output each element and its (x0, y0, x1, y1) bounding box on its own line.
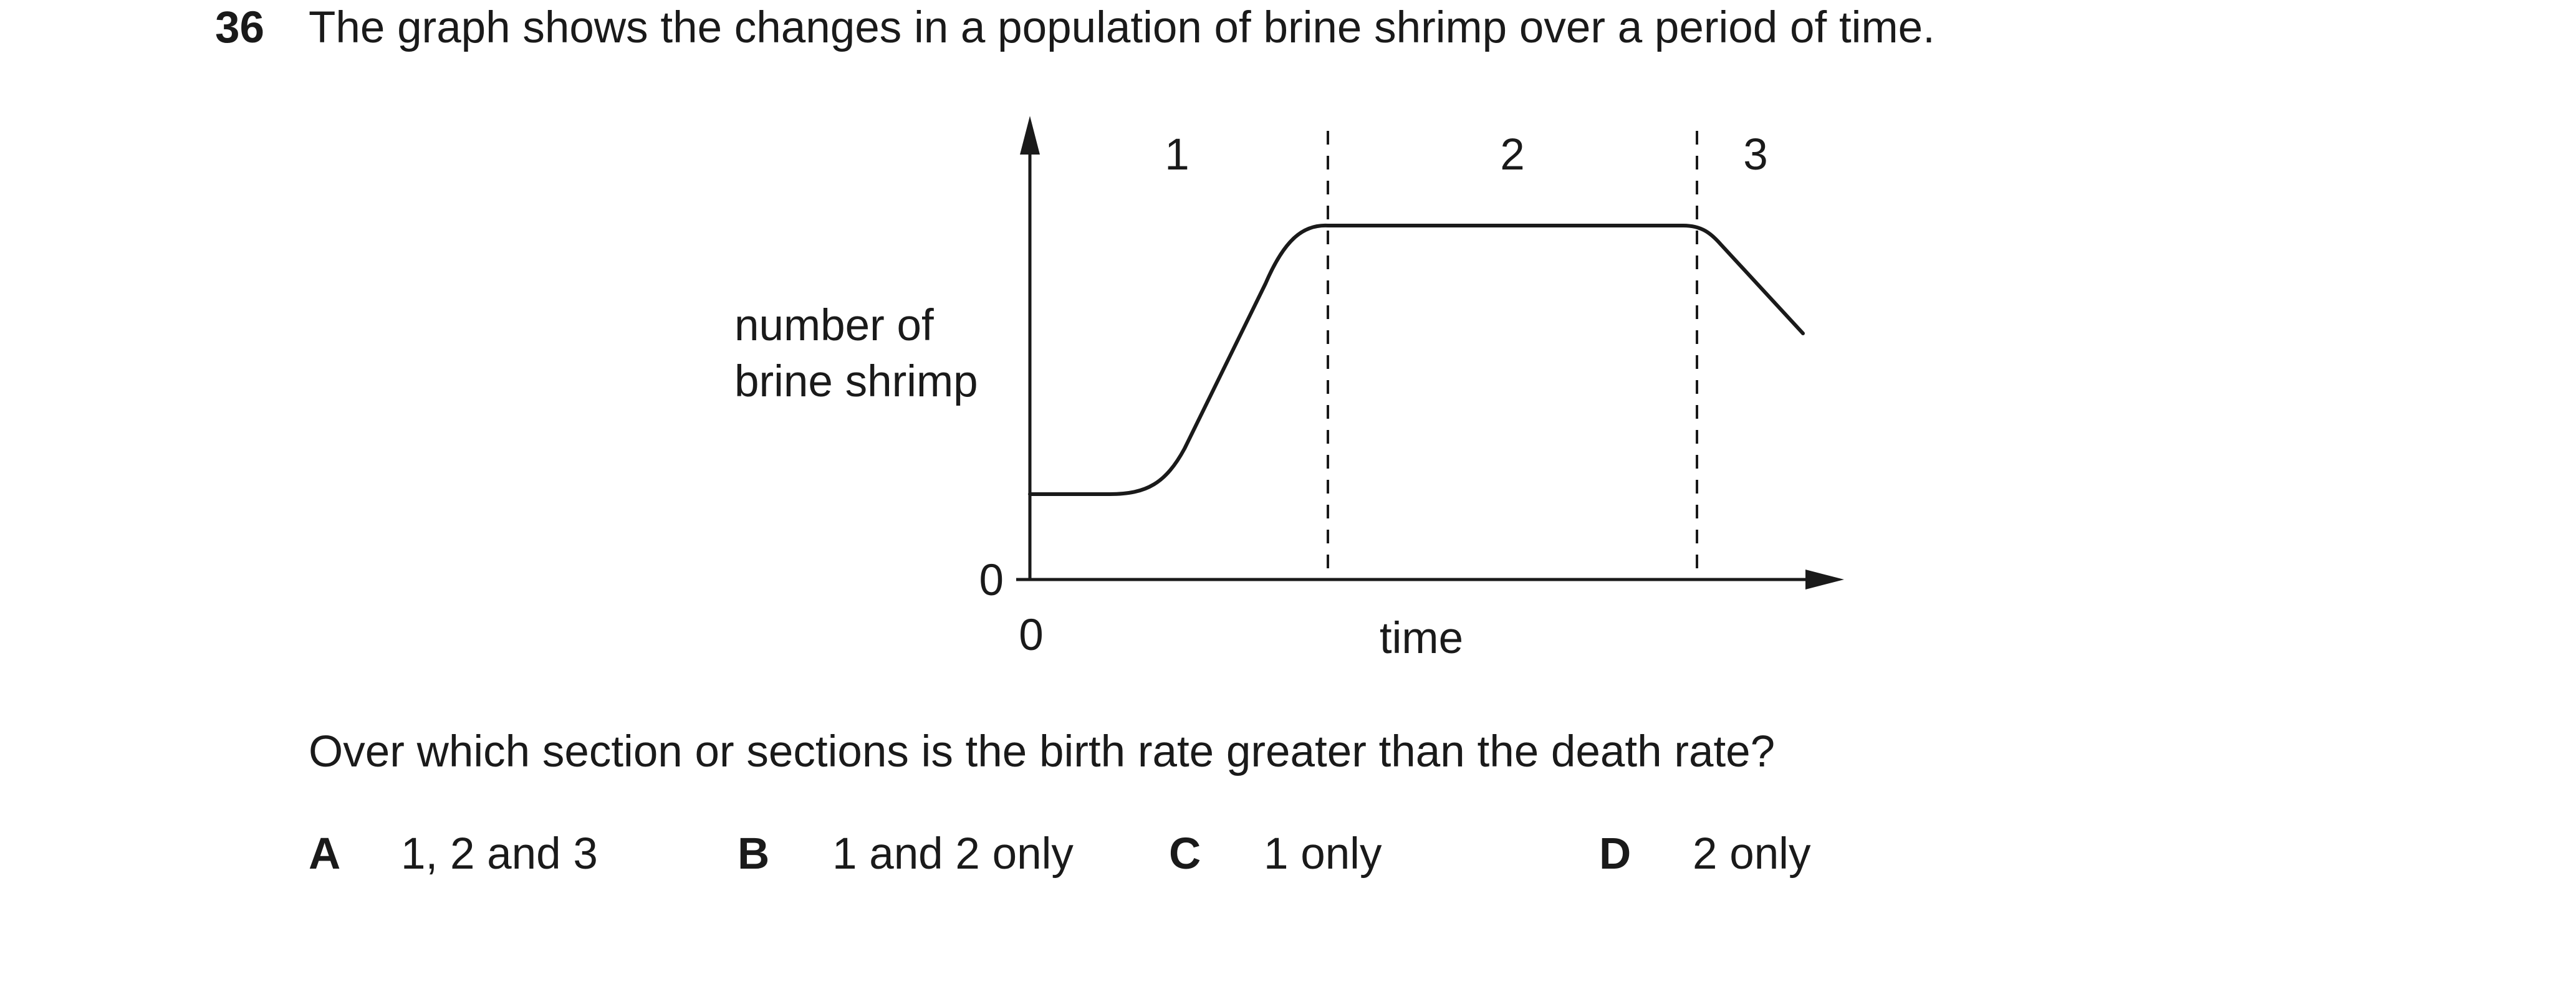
question-stem: The graph shows the changes in a populat… (309, 3, 1935, 52)
question-prompt: Over which section or sections is the bi… (309, 727, 1776, 776)
option-d-letter[interactable]: D (1599, 829, 1632, 879)
x-origin-label: 0 (1019, 611, 1044, 660)
section-label-1: 1 (1165, 130, 1189, 179)
option-b-letter[interactable]: B (738, 829, 770, 879)
x-axis-label: time (1380, 614, 1463, 663)
option-b-text[interactable]: 1 and 2 only (832, 829, 1074, 879)
option-c-text[interactable]: 1 only (1264, 829, 1382, 879)
y-origin-label: 0 (979, 556, 1004, 605)
option-a-text[interactable]: 1, 2 and 3 (401, 829, 598, 879)
y-axis-arrowhead (1020, 116, 1040, 155)
option-d-text[interactable]: 2 only (1693, 829, 1811, 879)
option-a-letter[interactable]: A (309, 829, 341, 879)
question-number: 36 (215, 3, 264, 52)
y-axis-label-line2: brine shrimp (734, 357, 978, 406)
section-label-2: 2 (1500, 130, 1525, 179)
x-axis-arrowhead (1805, 570, 1844, 589)
section-label-3: 3 (1743, 130, 1768, 179)
population-curve (1028, 223, 1805, 496)
option-c-letter[interactable]: C (1169, 829, 1201, 879)
y-axis-label-line1: number of (734, 301, 934, 350)
